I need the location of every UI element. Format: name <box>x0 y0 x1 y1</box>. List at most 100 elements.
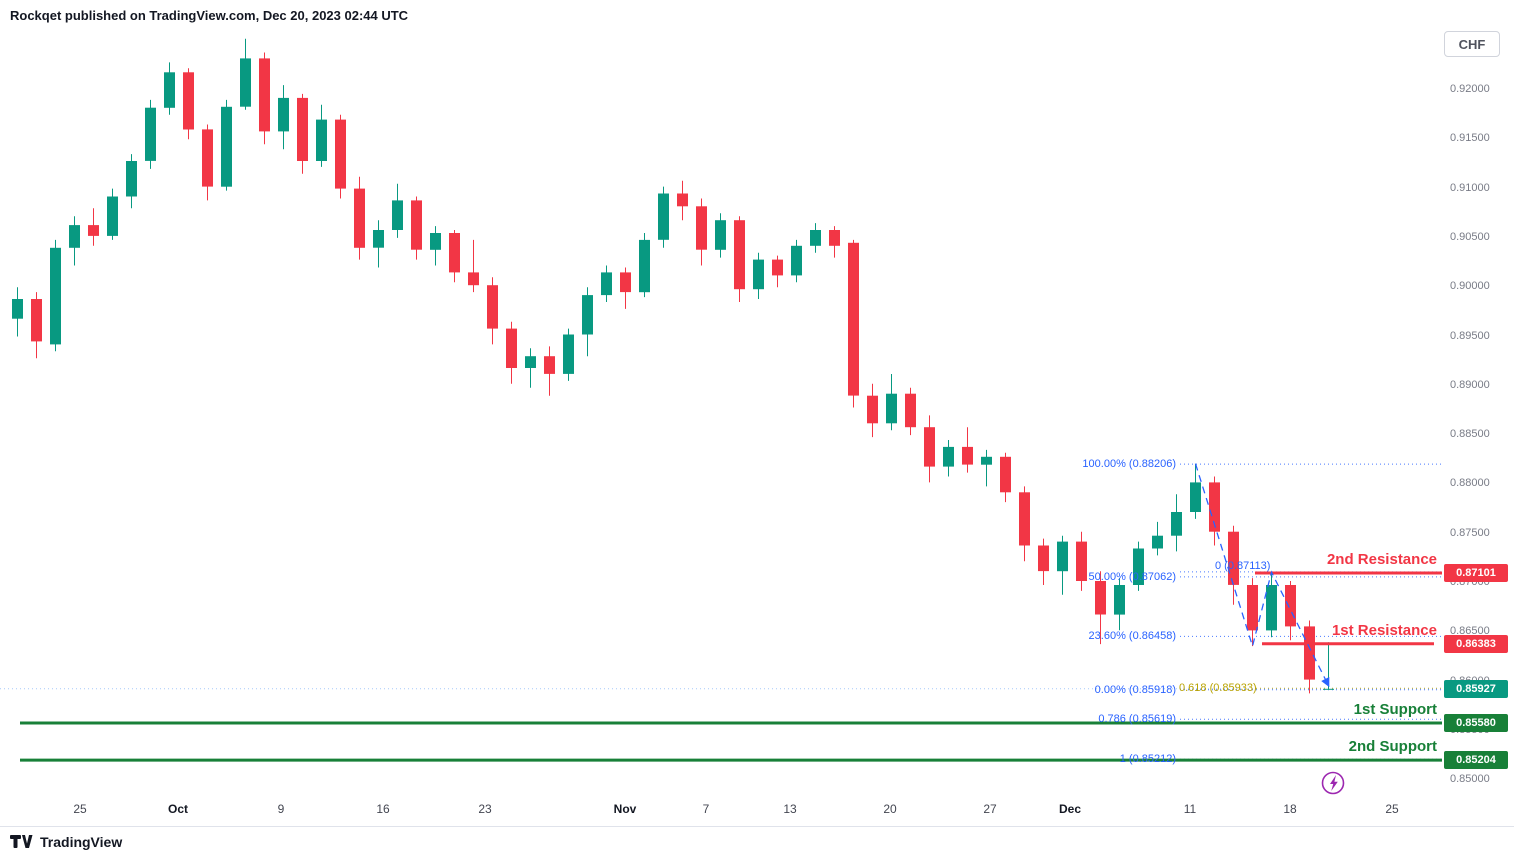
candle <box>164 62 175 115</box>
candle <box>392 183 403 238</box>
time-axis-label: 20 <box>883 802 897 816</box>
candle <box>1076 531 1087 591</box>
price-axis-label: 0.89500 <box>1450 330 1490 342</box>
candle <box>829 226 840 258</box>
time-axis-label: 13 <box>783 802 797 816</box>
candle <box>335 114 346 199</box>
price-tag: 0.86383 <box>1444 635 1508 653</box>
candle <box>50 239 61 352</box>
price-axis-label: 0.91000 <box>1450 182 1490 194</box>
price-tag: 0.87101 <box>1444 564 1508 582</box>
time-axis-label: Nov <box>613 802 637 816</box>
candle <box>1038 538 1049 585</box>
candle <box>1190 463 1201 519</box>
candle <box>753 252 764 299</box>
candle <box>31 292 42 359</box>
candle <box>1285 581 1296 641</box>
price-axis-label: 0.88500 <box>1450 428 1490 440</box>
price-tag: 0.85580 <box>1444 714 1508 732</box>
candle <box>449 230 460 283</box>
candle <box>734 216 745 302</box>
candle <box>1019 486 1030 562</box>
trend-projection-arrow <box>1194 463 1330 688</box>
candle <box>563 328 574 381</box>
candle <box>411 196 422 260</box>
price-axis-label: 0.90000 <box>1450 280 1490 292</box>
price-axis-label: 0.89000 <box>1450 379 1490 391</box>
candle <box>126 154 137 209</box>
price-axis-label: 0.86500 <box>1450 625 1490 637</box>
candle <box>544 346 555 396</box>
candle <box>297 93 308 174</box>
candle <box>943 440 954 477</box>
candle <box>107 188 118 240</box>
candle <box>620 267 631 309</box>
candle <box>1228 525 1239 605</box>
time-axis[interactable]: 25 Oct 9 16 23 Nov 7 13 20 27 Dec 11 18 25 <box>0 796 1442 826</box>
candle <box>582 287 593 357</box>
time-axis-label: 25 <box>1385 802 1399 816</box>
candle <box>202 124 213 201</box>
price-axis-label: 0.88000 <box>1450 477 1490 489</box>
candle <box>905 387 916 436</box>
candle <box>354 176 365 260</box>
candle <box>639 233 650 298</box>
candle <box>1114 578 1125 631</box>
price-axis-label: 0.87500 <box>1450 527 1490 539</box>
candle <box>1209 476 1220 546</box>
candle <box>1266 572 1277 638</box>
candle <box>373 220 384 268</box>
time-axis-label: 23 <box>478 802 492 816</box>
candle <box>715 213 726 258</box>
candle <box>1133 541 1144 591</box>
candle <box>867 383 878 438</box>
candle <box>145 99 156 169</box>
candle <box>1095 571 1106 645</box>
time-axis-label: Oct <box>167 802 189 816</box>
publisher-byline: Rockqet published on TradingView.com, De… <box>10 8 409 23</box>
footer: TradingView <box>0 826 1514 857</box>
price-tag: 0.85927 <box>1444 680 1508 698</box>
time-axis-label: 7 <box>702 802 710 816</box>
time-axis-label: 11 <box>1183 802 1197 816</box>
candle <box>69 216 80 266</box>
time-axis-label: 16 <box>376 802 390 816</box>
candle <box>240 38 251 110</box>
candle <box>810 223 821 253</box>
candle <box>1152 521 1163 556</box>
price-axis-label: 0.92000 <box>1450 83 1490 95</box>
candle <box>88 208 99 246</box>
candle <box>506 321 517 384</box>
candle <box>924 415 935 483</box>
candle <box>658 186 669 248</box>
candle <box>1323 642 1334 690</box>
price-tag: 0.85204 <box>1444 751 1508 769</box>
candle <box>221 99 232 191</box>
candle <box>259 52 270 145</box>
candle <box>183 68 194 140</box>
candle <box>696 198 707 266</box>
boost-lightning-icon[interactable] <box>1321 771 1345 795</box>
tradingview-logo[interactable] <box>10 835 33 849</box>
time-axis-label: 25 <box>73 802 87 816</box>
tradingview-brand-text[interactable]: TradingView <box>40 834 123 850</box>
candle <box>1171 494 1182 552</box>
candle <box>278 85 289 150</box>
candle <box>468 239 479 293</box>
candle <box>886 374 897 431</box>
time-axis-label: 9 <box>277 802 285 816</box>
time-axis-label: 18 <box>1283 802 1297 816</box>
candle <box>525 348 536 388</box>
candle <box>1057 535 1068 595</box>
candle <box>487 277 498 345</box>
candle <box>677 180 688 221</box>
candle <box>791 239 802 283</box>
candle <box>1304 620 1315 694</box>
price-axis[interactable]: 0.92000 0.91500 0.91000 0.90500 0.90000 0.895… <box>1442 0 1514 796</box>
candle <box>12 287 23 337</box>
candle <box>1000 452 1011 503</box>
candle <box>848 239 859 408</box>
candlestick-chart[interactable] <box>0 0 1442 796</box>
currency-chf-button[interactable]: CHF <box>1444 31 1500 57</box>
